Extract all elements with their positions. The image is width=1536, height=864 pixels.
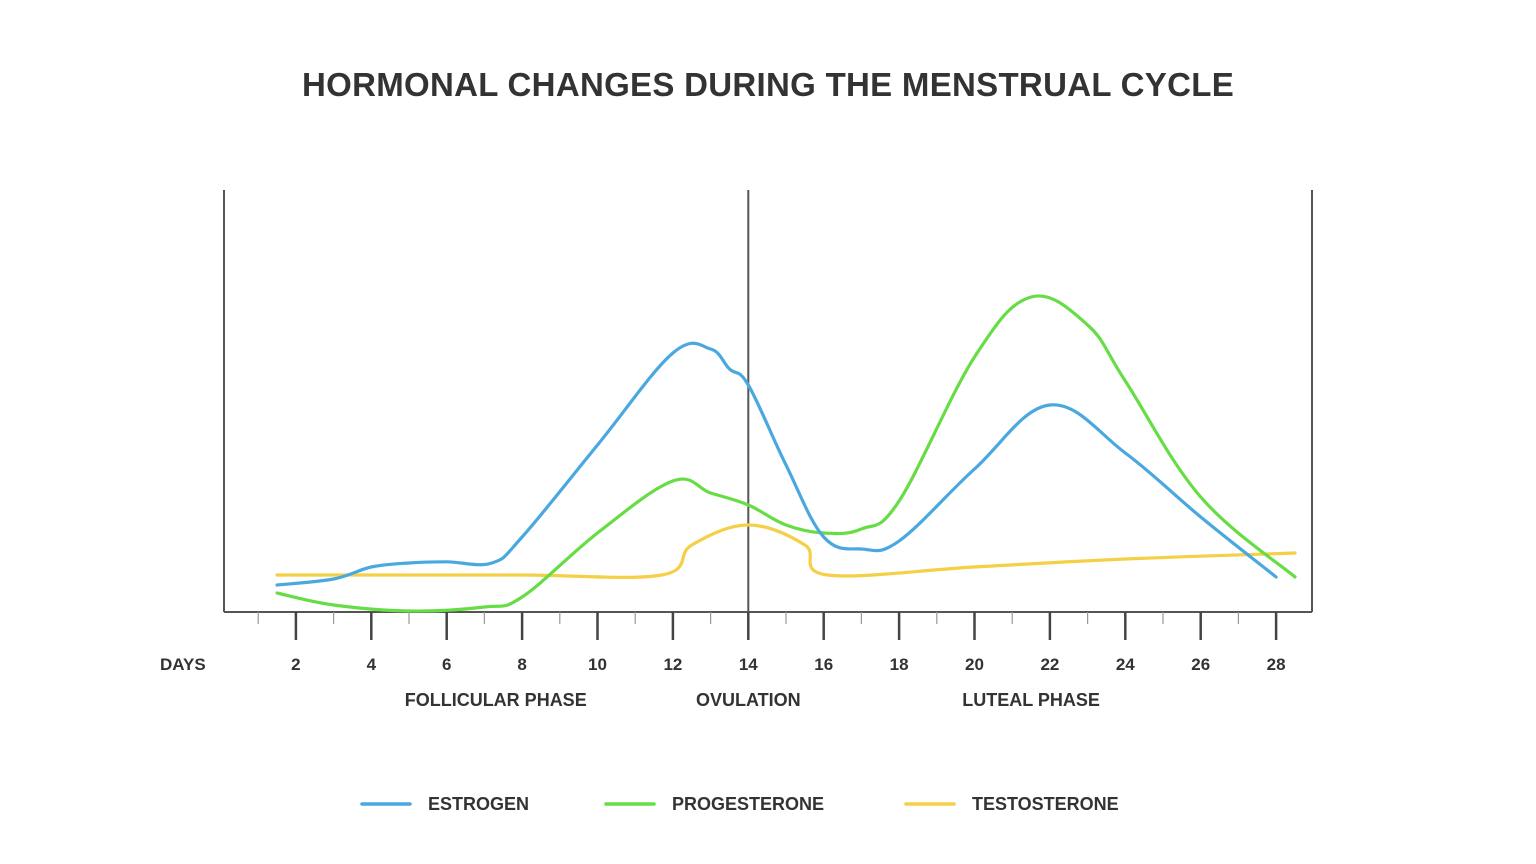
legend-label-progesterone: PROGESTERONE — [672, 794, 824, 814]
x-tick-label: 4 — [367, 655, 377, 674]
series-line-testosterone — [275, 523, 1297, 579]
legend-label-estrogen: ESTROGEN — [428, 794, 529, 814]
axes — [223, 190, 1313, 640]
x-tick-label: 28 — [1267, 655, 1286, 674]
x-axis-label: DAYS — [160, 655, 206, 674]
x-tick-label: 2 — [291, 655, 300, 674]
series-lines — [275, 294, 1297, 613]
series-line-progesterone — [275, 294, 1297, 613]
x-tick-label: 8 — [517, 655, 526, 674]
x-tick-label: 26 — [1191, 655, 1210, 674]
x-tick-labels: 2 4 6 8 10 12 14 16 18 20 22 24 26 28 — [291, 655, 1285, 674]
x-tick-label: 18 — [890, 655, 909, 674]
x-tick-label: 14 — [739, 655, 758, 674]
x-tick-label: 16 — [814, 655, 833, 674]
phase-labels: FOLLICULAR PHASE OVULATION LUTEAL PHASE — [405, 690, 1100, 710]
x-tick-label: 6 — [442, 655, 451, 674]
phase-label: LUTEAL PHASE — [962, 690, 1100, 710]
legend-label-testosterone: TESTOSTERONE — [972, 794, 1119, 814]
legend: ESTROGEN PROGESTERONE TESTOSTERONE — [360, 794, 1119, 814]
x-tick-label: 12 — [663, 655, 682, 674]
chart-title: HORMONAL CHANGES DURING THE MENSTRUAL CY… — [301, 66, 1235, 103]
phase-label: FOLLICULAR PHASE — [405, 690, 587, 710]
phase-label: OVULATION — [696, 690, 801, 710]
x-ticks — [257, 612, 1278, 640]
series-line-estrogen — [275, 341, 1278, 587]
x-tick-label: 24 — [1116, 655, 1135, 674]
x-tick-label: 10 — [588, 655, 607, 674]
x-tick-label: 20 — [965, 655, 984, 674]
x-tick-label: 22 — [1040, 655, 1059, 674]
